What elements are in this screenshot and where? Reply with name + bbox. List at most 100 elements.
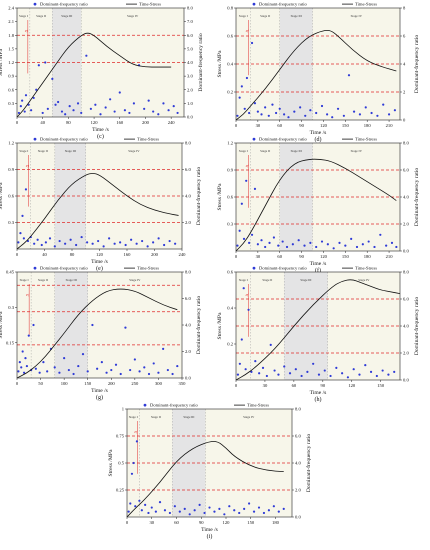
x-tick-label: 0 <box>126 520 129 525</box>
stage-label: Stage I <box>239 278 248 282</box>
ratio-point <box>51 77 54 80</box>
ratio-point <box>309 109 312 112</box>
x-tick-label: 60 <box>292 383 297 388</box>
x-tick-label: 180 <box>364 123 372 128</box>
ratio-point <box>218 507 221 510</box>
ratio-point <box>143 366 146 369</box>
ratio-point <box>344 244 347 247</box>
y-left-axis-title: Stress /MPa <box>0 182 4 209</box>
ratio-point <box>163 243 166 247</box>
x-tick-label: 90 <box>321 383 326 388</box>
ratio-point <box>157 237 160 240</box>
ratio-point <box>67 368 70 372</box>
stage-label: Stage II <box>36 14 46 18</box>
x-tick-label: 30 <box>256 254 261 259</box>
y-left-axis-title: Stress /MPa <box>108 449 114 476</box>
ratio-point <box>17 370 20 373</box>
ratio-point <box>260 113 263 116</box>
y-right-tick-label: 4.0 <box>295 461 301 466</box>
panel-label: (g) <box>96 394 103 401</box>
x-tick-label: 30 <box>256 123 261 128</box>
x-tick-label: 40 <box>40 120 45 125</box>
ratio-point <box>253 102 257 105</box>
stage-label: Stage I <box>19 149 28 153</box>
ratio-point <box>238 229 241 232</box>
stage-label: Stage II <box>38 149 48 153</box>
panel-g: Stage I Stage II Stage III Stage IV Pf 0 50 100… <box>0 266 202 402</box>
ratio-point <box>86 241 89 244</box>
x-tick-label: 100 <box>61 381 69 386</box>
ratio-point <box>42 361 45 364</box>
ratio-point <box>58 239 61 243</box>
y-right-axis-title: Dominant-frequency ratio <box>413 168 420 226</box>
y-right-tick-label: 8.0 <box>187 6 193 11</box>
x-tick-label: 0 <box>16 120 19 125</box>
pf-label: Pf <box>25 293 30 297</box>
ratio-point <box>272 236 276 239</box>
ratio-point <box>109 98 112 101</box>
ratio-point <box>248 502 251 505</box>
x-tick-label: 0 <box>16 252 19 257</box>
ratio-point <box>320 104 324 108</box>
ratio-point <box>113 242 116 245</box>
y-right-tick-label: 6.0 <box>185 296 191 301</box>
ratio-point <box>135 440 138 443</box>
x-tick-label: 0 <box>235 254 238 259</box>
ratio-point <box>331 116 334 119</box>
ratio-point <box>250 370 253 373</box>
ratio-point <box>242 237 246 240</box>
legend-line-label: Time-Stress <box>137 266 159 271</box>
x-axis-title: Time /s <box>310 261 327 267</box>
legend-scatter-icon <box>33 266 37 270</box>
y-right-tick-label: 1.0 <box>187 101 193 106</box>
y-right-tick-label: 4.0 <box>403 324 409 329</box>
x-tick-label: 80 <box>70 252 75 257</box>
ratio-point <box>352 110 356 113</box>
ratio-point <box>53 245 56 248</box>
ratio-point <box>44 241 47 244</box>
y-right-tick-label: 2.0 <box>185 220 191 225</box>
ratio-point <box>123 109 127 112</box>
ratio-point <box>132 461 135 465</box>
ratio-point <box>287 116 290 119</box>
y-right-axis-title: Dominant-frequency ratio <box>413 35 420 93</box>
x-tick-label: 160 <box>124 252 132 257</box>
ratio-point <box>277 373 280 376</box>
ratio-point <box>272 505 275 508</box>
y-right-tick-label: 5.0 <box>187 46 193 51</box>
y-left-tick-label: 0.15 <box>6 340 15 345</box>
ratio-point <box>143 107 146 110</box>
legend-scatter-label: Dominant-frequency ratio <box>40 266 89 271</box>
x-tick-label: 60 <box>174 520 179 525</box>
stage-label: Stage IV <box>358 278 370 282</box>
ratio-point <box>119 372 122 376</box>
ratio-point <box>171 372 174 376</box>
ratio-point <box>81 353 85 356</box>
legend-line-label: Time-Stress <box>139 2 161 7</box>
ratio-point <box>162 102 165 105</box>
y-right-axis-title: Dominant-frequency ratio <box>413 297 420 355</box>
ratio-point <box>168 239 171 243</box>
x-tick-label: 120 <box>348 383 356 388</box>
y-right-tick-label: 2.0 <box>295 488 301 493</box>
y-right-tick-label: 4 <box>403 62 406 67</box>
pf-label: Pf <box>245 164 250 168</box>
ratio-point <box>138 499 141 502</box>
x-tick-label: 60 <box>277 123 282 128</box>
ratio-point <box>17 111 21 115</box>
ratio-point <box>236 373 240 376</box>
x-tick-label: 90 <box>299 254 304 259</box>
stage-label: Stage IV <box>351 149 363 153</box>
y-right-tick-label: 6.0 <box>187 33 193 38</box>
ratio-point <box>22 237 25 240</box>
ratio-point <box>54 103 57 106</box>
ratio-point <box>105 371 108 374</box>
ratio-point <box>306 370 309 373</box>
ratio-point <box>132 102 135 105</box>
ratio-point <box>240 338 243 341</box>
ratio-point <box>261 366 265 369</box>
ratio-point <box>72 372 75 376</box>
ratio-point <box>77 364 80 368</box>
ratio-point <box>113 110 116 113</box>
